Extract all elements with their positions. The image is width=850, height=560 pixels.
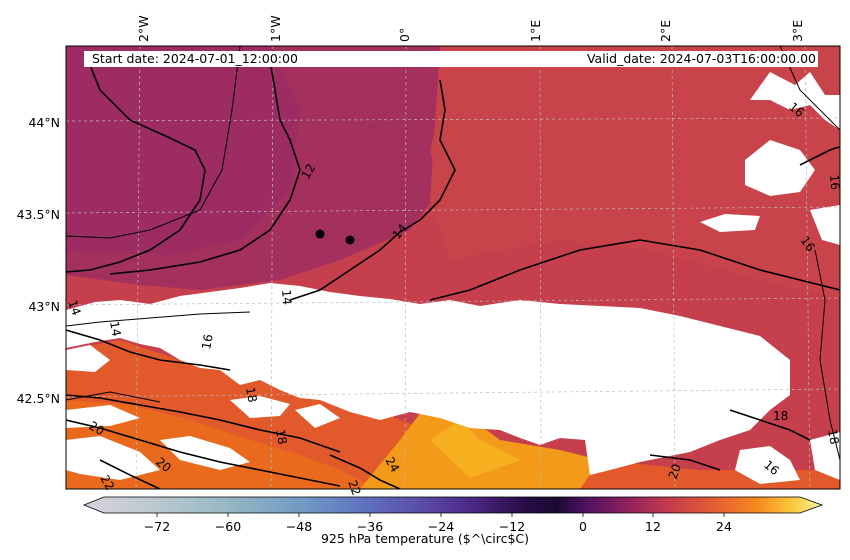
contour-label: 18: [273, 428, 289, 445]
valid-date-label: Valid_date: 2024-07-03T16:00:00.00: [322, 51, 818, 67]
lon-label: 1°E: [528, 20, 543, 42]
contour-label: 16: [199, 333, 215, 350]
colorbar-tick-label: 0: [579, 519, 587, 534]
graticule: [66, 46, 840, 489]
contour-label: 22: [345, 478, 363, 497]
lat-label: 42.5°N: [17, 391, 60, 406]
lon-label: 1°W: [268, 15, 283, 42]
contour-label: 24: [382, 455, 402, 475]
colorbar-tick-label: −72: [144, 519, 170, 534]
lon-label: 2°W: [136, 15, 151, 42]
contour-label: 14: [279, 289, 294, 305]
coastline: [66, 46, 840, 461]
colorbar-tick-label: −12: [499, 519, 525, 534]
missing-data-mask: [66, 72, 840, 484]
contour-label: 16: [827, 174, 842, 190]
contour-label: 18: [825, 428, 841, 445]
contour-label: 20: [666, 462, 684, 481]
contour-label: 18: [243, 386, 259, 403]
lat-label: 44°N: [28, 115, 60, 130]
lat-label: 43°N: [28, 299, 60, 314]
lat-label: 43.5°N: [17, 207, 60, 222]
map-frame: [65, 45, 841, 490]
temperature-contours: [66, 59, 840, 489]
contour-label: 12: [298, 161, 318, 181]
colorbar-ramp: [82, 496, 824, 514]
lon-label: 2°E: [658, 20, 673, 42]
colorbar-label: 925 hPa temperature ($^\circ$C): [320, 531, 530, 546]
colorbar-ticks: [156, 513, 725, 517]
contour-label: 18: [773, 409, 788, 423]
colorbar-tick-label: −24: [428, 519, 454, 534]
contour-label: 14: [107, 320, 123, 337]
city-dot: [315, 229, 325, 239]
contour-label: 14: [65, 298, 83, 317]
city-dot: [345, 235, 355, 245]
colorbar-tick-label: 24: [716, 519, 732, 534]
temperature-field: [66, 46, 840, 489]
colorbar-tick-label: 12: [645, 519, 661, 534]
contour-label: 22: [97, 473, 117, 493]
colorbar-tick-label: −36: [357, 519, 383, 534]
lon-label: 0°: [397, 28, 412, 42]
lon-label: 3°E: [790, 20, 805, 42]
contour-labels: 16 16 16 18 18 20 20 20 22 22 14 14 14 1…: [65, 100, 842, 498]
colorbar-tick-label: −60: [215, 519, 241, 534]
colorbar: −72 −60 −48 −36 −24 −12 0 12 24: [82, 496, 824, 534]
start-date-label: Start date: 2024-07-01_12:00:00: [84, 51, 336, 67]
colorbar-tick-label: −48: [286, 519, 312, 534]
contour-label: 20: [87, 418, 107, 438]
longitude-labels: 2°W 1°W 0° 1°E 2°E 3°E: [136, 15, 805, 42]
latitude-labels: 44°N 43.5°N 43°N 42.5°N: [17, 115, 60, 406]
